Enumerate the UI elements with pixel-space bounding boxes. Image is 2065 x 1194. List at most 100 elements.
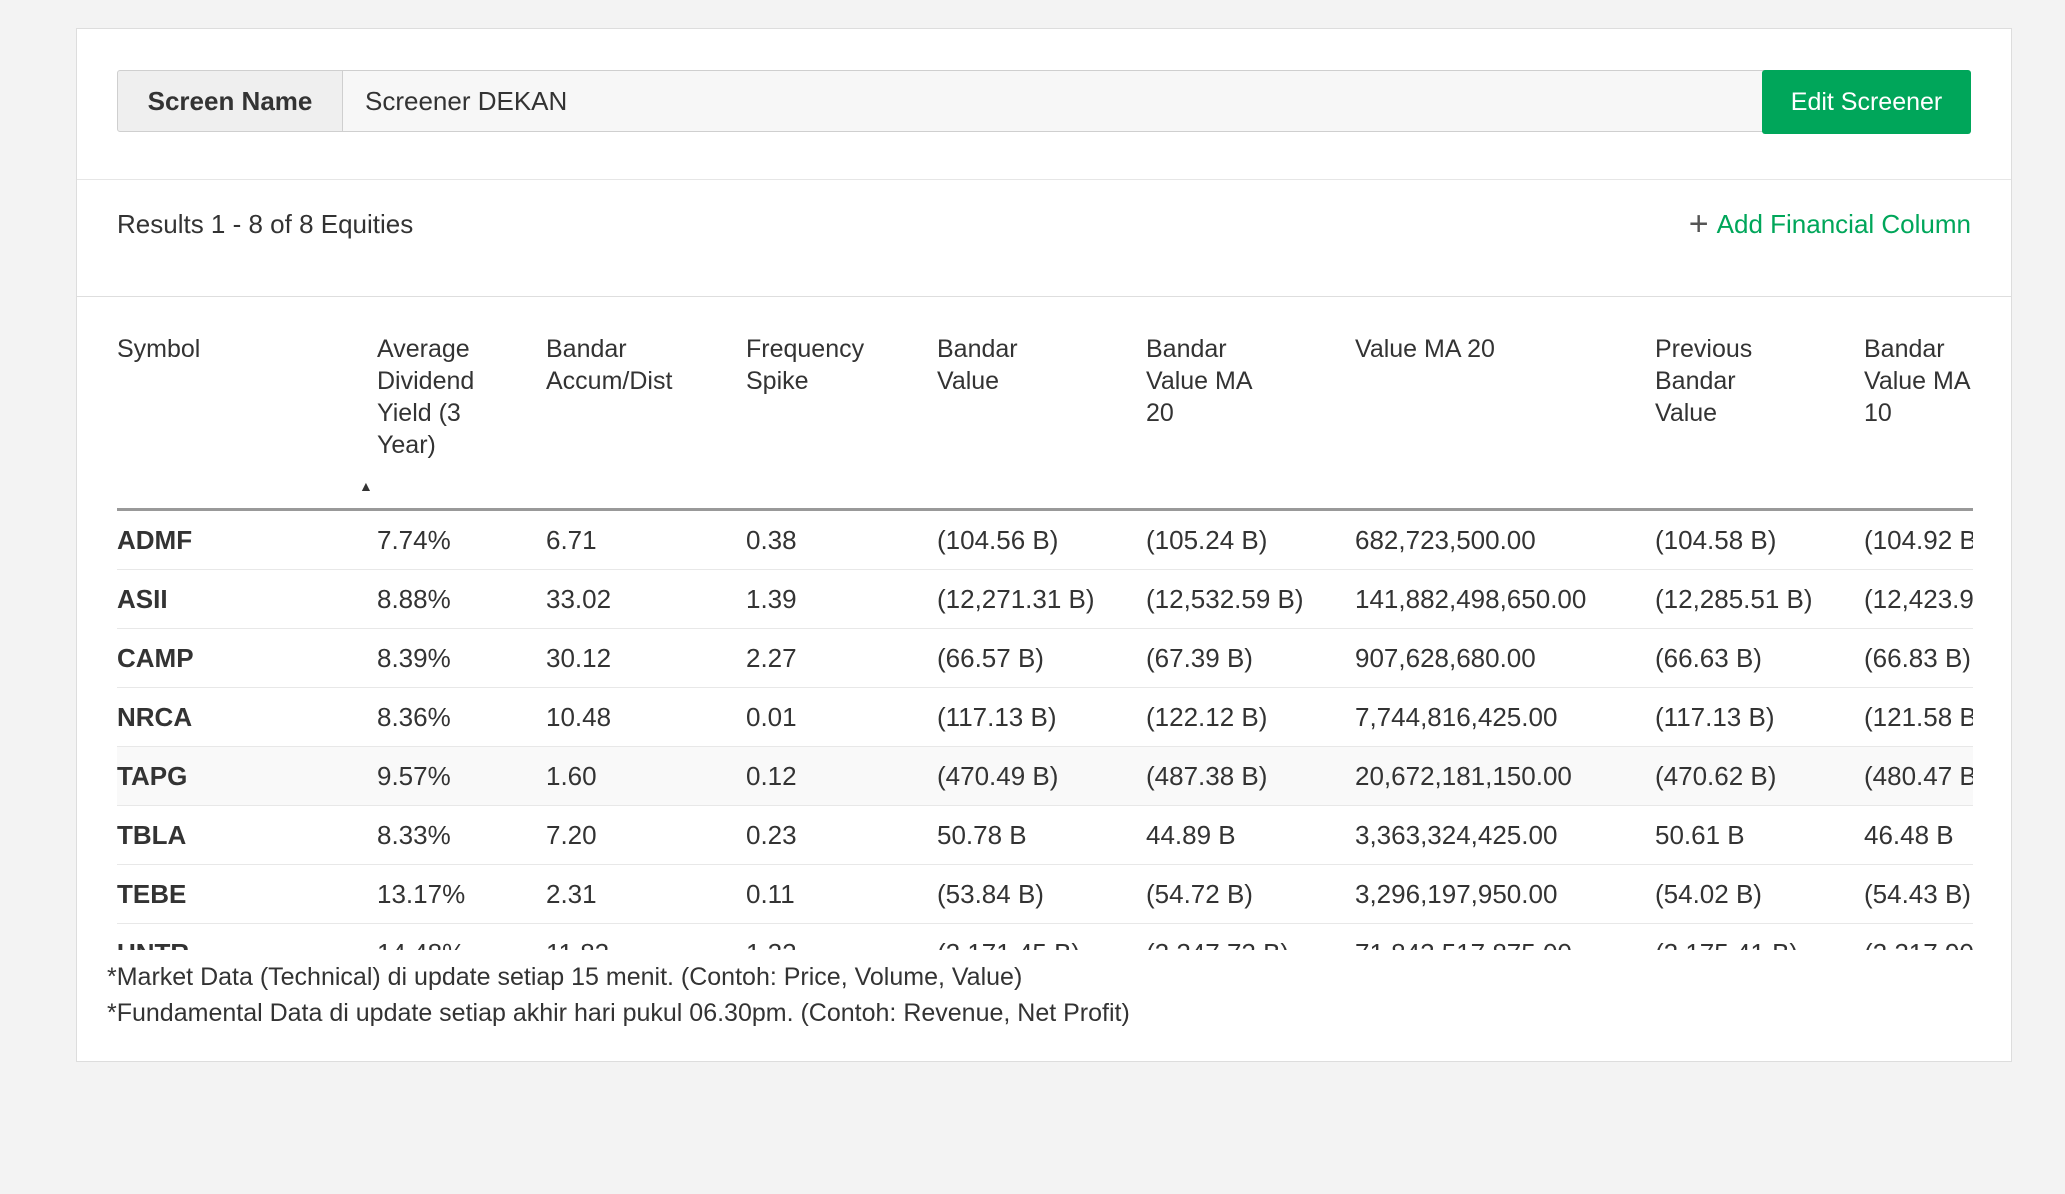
table-cell: 1.39 bbox=[746, 569, 937, 629]
table-cell: 0.01 bbox=[746, 687, 937, 747]
table-cell: (117.13 B) bbox=[937, 687, 1146, 747]
table-row[interactable]: ADMF 7.74% 6.71 0.38 (104.56 B) (105.24 B) 682… bbox=[117, 509, 1973, 570]
results-table-container[interactable]: Symbol Average Dividend Yield (3 Year) ▲ … bbox=[117, 295, 1973, 950]
footnote-fundamental-data: *Fundamental Data di update setiap akhir… bbox=[107, 999, 1130, 1027]
column-header-bandar-value[interactable]: Bandar Value bbox=[937, 295, 1146, 511]
table-cell: (53.84 B) bbox=[937, 864, 1146, 924]
table-cell: 20,672,181,150.00 bbox=[1355, 746, 1655, 806]
column-header-value-ma-20[interactable]: Value MA 20 bbox=[1355, 295, 1655, 511]
add-financial-column-link[interactable]: + Add Financial Column bbox=[1689, 180, 1971, 268]
table-cell: (2,171.45 B) bbox=[937, 923, 1146, 950]
table-body: ADMF 7.74% 6.71 0.38 (104.56 B) (105.24 B) 682… bbox=[117, 509, 1973, 950]
table-header-row: Symbol Average Dividend Yield (3 Year) ▲ … bbox=[117, 295, 1973, 511]
column-header-frequency-spike[interactable]: Frequency Spike bbox=[746, 295, 937, 511]
table-cell: (12,423.9 bbox=[1864, 569, 1973, 629]
table-cell: (121.58 B) bbox=[1864, 687, 1973, 747]
table-cell: (2,247.72 B) bbox=[1146, 923, 1355, 950]
table-cell: 7,744,816,425.00 bbox=[1355, 687, 1655, 747]
table-cell: (117.13 B) bbox=[1655, 687, 1864, 747]
column-header-label: Previous Bandar Value bbox=[1655, 335, 1753, 427]
table-cell: 50.61 B bbox=[1655, 805, 1864, 865]
column-header-label: Bandar Value bbox=[937, 335, 1018, 395]
table-cell: 7.74% bbox=[377, 509, 546, 570]
table-cell: 907,628,680.00 bbox=[1355, 628, 1655, 688]
table-cell: 0.12 bbox=[746, 746, 937, 806]
symbol-cell[interactable]: ADMF bbox=[117, 509, 377, 570]
table-cell: 8.36% bbox=[377, 687, 546, 747]
table-cell: 682,723,500.00 bbox=[1355, 509, 1655, 570]
screen-name-label: Screen Name bbox=[117, 70, 343, 132]
table-cell: 8.88% bbox=[377, 569, 546, 629]
column-header-bandar-value-ma-20[interactable]: Bandar Value MA 20 bbox=[1146, 295, 1355, 511]
table-cell: 0.23 bbox=[746, 805, 937, 865]
sort-ascending-icon: ▲ bbox=[359, 478, 373, 494]
table-cell: (66.57 B) bbox=[937, 628, 1146, 688]
screen-name-row: Screen Name Edit Screener bbox=[117, 70, 1971, 134]
table-cell: (2,217.90 bbox=[1864, 923, 1973, 950]
column-header-label: Bandar Value MA 20 bbox=[1146, 335, 1252, 427]
column-header-label: Frequency Spike bbox=[746, 335, 865, 395]
screen-name-input[interactable] bbox=[342, 70, 1830, 132]
table-row[interactable]: TAPG 9.57% 1.60 0.12 (470.49 B) (487.38 B) 20,… bbox=[117, 746, 1973, 806]
table-cell: (12,271.31 B) bbox=[937, 569, 1146, 629]
edit-screener-button[interactable]: Edit Screener bbox=[1762, 70, 1971, 134]
table-cell: (54.72 B) bbox=[1146, 864, 1355, 924]
symbol-cell[interactable]: TAPG bbox=[117, 746, 377, 806]
column-header-label: Bandar Value MA 10 bbox=[1864, 335, 1970, 427]
symbol-cell[interactable]: TEBE bbox=[117, 864, 377, 924]
table-cell: (104.58 B) bbox=[1655, 509, 1864, 570]
table-row[interactable]: CAMP 8.39% 30.12 2.27 (66.57 B) (67.39 B) 907,… bbox=[117, 628, 1973, 688]
table-cell: (54.43 B) bbox=[1864, 864, 1973, 924]
table-cell: 10.48 bbox=[546, 687, 746, 747]
table-cell: 0.11 bbox=[746, 864, 937, 924]
symbol-cell[interactable]: ASII bbox=[117, 569, 377, 629]
table-row[interactable]: ASII 8.88% 33.02 1.39 (12,271.31 B) (12,532.5… bbox=[117, 569, 1973, 629]
table-cell: 7.20 bbox=[546, 805, 746, 865]
column-header-bandar-value-ma-10[interactable]: Bandar Value MA 10 bbox=[1864, 295, 1973, 511]
results-bar: Results 1 - 8 of 8 Equities + Add Financi… bbox=[77, 179, 2011, 297]
table-cell: 44.89 B bbox=[1146, 805, 1355, 865]
screener-panel: Screen Name Edit Screener Results 1 - 8 … bbox=[76, 28, 2012, 1062]
table-cell: (67.39 B) bbox=[1146, 628, 1355, 688]
column-header-label: Value MA 20 bbox=[1355, 335, 1495, 363]
table-cell: (487.38 B) bbox=[1146, 746, 1355, 806]
symbol-cell[interactable]: NRCA bbox=[117, 687, 377, 747]
plus-icon: + bbox=[1688, 205, 1709, 243]
table-cell: 0.38 bbox=[746, 509, 937, 570]
table-row[interactable]: NRCA 8.36% 10.48 0.01 (117.13 B) (122.12 B) 7,… bbox=[117, 687, 1973, 747]
table-cell: (54.02 B) bbox=[1655, 864, 1864, 924]
column-header-average-dividend-yield[interactable]: Average Dividend Yield (3 Year) ▲ bbox=[359, 295, 546, 511]
column-header-symbol[interactable]: Symbol bbox=[117, 295, 377, 511]
table-cell: 14.48% bbox=[377, 923, 546, 950]
table-cell: 1.60 bbox=[546, 746, 746, 806]
table-cell: 30.12 bbox=[546, 628, 746, 688]
column-header-label: Bandar Accum/Dist bbox=[546, 335, 673, 395]
table-cell: (12,532.59 B) bbox=[1146, 569, 1355, 629]
table-cell: (66.63 B) bbox=[1655, 628, 1864, 688]
symbol-cell[interactable]: CAMP bbox=[117, 628, 377, 688]
table-cell: 141,882,498,650.00 bbox=[1355, 569, 1655, 629]
symbol-cell[interactable]: TBLA bbox=[117, 805, 377, 865]
table-cell: (122.12 B) bbox=[1146, 687, 1355, 747]
column-header-bandar-accum-dist[interactable]: Bandar Accum/Dist bbox=[546, 295, 746, 511]
table-cell: 33.02 bbox=[546, 569, 746, 629]
table-row[interactable]: UNTR14.48%11.821.22(2,171.45 B)(2,247.72… bbox=[117, 923, 1973, 950]
table-cell: (66.83 B) bbox=[1864, 628, 1973, 688]
table-cell: 71,842,517,875.00 bbox=[1355, 923, 1655, 950]
table-cell: 3,363,324,425.00 bbox=[1355, 805, 1655, 865]
table-cell: 8.39% bbox=[377, 628, 546, 688]
table-row[interactable]: TEBE 13.17% 2.31 0.11 (53.84 B) (54.72 B) 3,29… bbox=[117, 864, 1973, 924]
table-cell: 46.48 B bbox=[1864, 805, 1973, 865]
table-cell: 8.33% bbox=[377, 805, 546, 865]
footnotes: *Market Data (Technical) di update setia… bbox=[107, 959, 1130, 1031]
results-summary: Results 1 - 8 of 8 Equities bbox=[117, 209, 414, 239]
footnote-market-data: *Market Data (Technical) di update setia… bbox=[107, 963, 1023, 991]
column-header-previous-bandar-value[interactable]: Previous Bandar Value bbox=[1655, 295, 1864, 511]
table-cell: 3,296,197,950.00 bbox=[1355, 864, 1655, 924]
table-cell: (470.49 B) bbox=[937, 746, 1146, 806]
add-financial-column-label: Add Financial Column bbox=[1716, 209, 1971, 239]
symbol-cell[interactable]: UNTR bbox=[117, 923, 377, 950]
table-row[interactable]: TBLA 8.33% 7.20 0.23 50.78 B 44.89 B 3,363,324… bbox=[117, 805, 1973, 865]
table-cell: (104.92 B) bbox=[1864, 509, 1973, 570]
results-table: Symbol Average Dividend Yield (3 Year) ▲ … bbox=[117, 295, 1973, 950]
